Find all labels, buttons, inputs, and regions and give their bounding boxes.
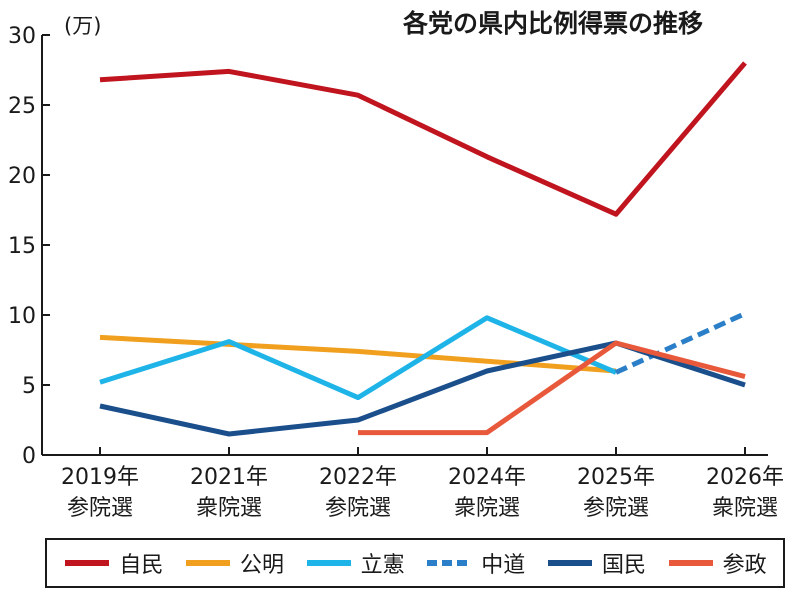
series-line-公明 [99,334,617,374]
legend-label: 中道 [481,553,526,578]
x-tick-label: 2021年 [190,465,268,490]
legend-label: 公明 [239,553,284,578]
legend-swatch [306,560,351,566]
x-tick-label: 2024年 [448,465,526,490]
x-tick-label: 衆院選 [712,496,778,521]
legend-label: 自民 [119,553,164,578]
legend-swatch [65,560,110,566]
legend-swatch [547,560,592,566]
x-tick-label: 2022年 [319,465,397,490]
y-tick-label: 30 [8,24,36,49]
legend-swatch [185,560,230,566]
x-tick-label: 参院選 [583,496,649,521]
x-tick-label: 衆院選 [454,496,520,521]
series-line-中道 [614,311,747,375]
y-tick-label: 20 [8,164,36,189]
legend-item: 国民 [546,547,646,579]
y-tick-label: 25 [8,94,36,119]
legend-label: 参政 [722,553,767,578]
series-line-参政 [358,340,746,436]
series-line-自民 [99,61,747,217]
y-axis-unit-label: (万) [64,14,102,38]
legend-item: 公明 [184,547,284,579]
legend-item: 立憲 [305,547,405,579]
legend-swatch [427,560,472,566]
legend-item: 中道 [425,547,525,579]
y-tick-label: 5 [22,374,36,399]
series-line-立憲 [99,315,617,401]
legend-label: 立憲 [360,553,405,578]
legend-item: 参政 [667,547,767,579]
x-tick-label: 2019年 [61,465,139,490]
x-tick-label: 参院選 [325,496,391,521]
chart-title: 各党の県内比例得票の推移 [402,9,703,38]
y-tick-label: 0 [22,444,36,469]
legend-swatch [668,560,713,566]
x-tick-label: 衆院選 [196,496,262,521]
x-tick-label: 2026年 [706,465,784,490]
y-tick-label: 15 [8,234,36,259]
legend-label: 国民 [601,553,646,578]
legend-item: 自民 [63,547,163,579]
chart-legend: 自民 公明 立憲 中道 国民 参政 [45,538,785,588]
y-tick-label: 10 [8,304,36,329]
x-tick-label: 参院選 [67,496,133,521]
x-tick-label: 2025年 [577,465,655,490]
